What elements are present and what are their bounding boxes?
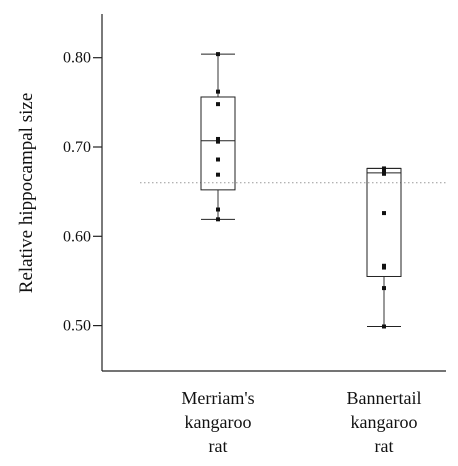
iqr-box: [200, 96, 236, 191]
data-point: [382, 171, 386, 176]
box-2: [366, 167, 402, 327]
data-point: [216, 89, 220, 94]
y-tick-label: 0.70: [63, 139, 91, 156]
data-points: [216, 52, 386, 329]
data-point: [382, 211, 386, 216]
y-axis-label: Relative hippocampal size: [16, 93, 37, 293]
data-point: [216, 217, 220, 222]
data-point: [382, 324, 386, 329]
data-point: [216, 139, 220, 144]
y-ticks: 0.50 0.60 0.70 0.80: [63, 50, 102, 335]
data-point: [216, 102, 220, 107]
data-point: [216, 172, 220, 177]
y-tick-label: 0.60: [63, 228, 91, 245]
category-label-line: Merriam's: [181, 388, 254, 408]
y-tick-label: 0.50: [63, 318, 91, 335]
data-point: [382, 265, 386, 270]
y-tick-label: 0.80: [63, 50, 91, 67]
data-point: [382, 286, 386, 291]
category-label-line: kangaroo: [185, 412, 252, 432]
data-point: [216, 136, 220, 141]
category-label-line: rat: [375, 436, 394, 456]
data-point: [216, 207, 220, 212]
iqr-box: [366, 167, 402, 277]
data-point: [216, 52, 220, 57]
plot-frame: [101, 14, 446, 372]
x-category-labels: Merriam's kangaroo rat Bannertail kangaroo ra…: [181, 388, 421, 456]
data-point: [382, 166, 386, 171]
box-1: [200, 53, 236, 220]
data-point: [382, 169, 386, 174]
data-point: [216, 157, 220, 162]
category-label-line: Bannertail: [347, 388, 422, 408]
category-label-line: rat: [209, 436, 228, 456]
category-label-line: kangaroo: [351, 412, 418, 432]
boxes: [200, 53, 402, 327]
